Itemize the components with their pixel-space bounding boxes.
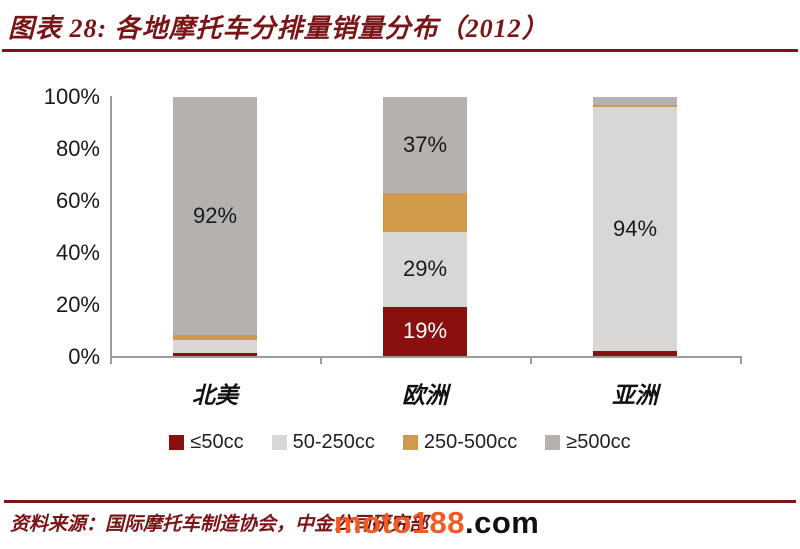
bar-segment: 94%: [593, 107, 677, 351]
legend-item: ≤50cc: [169, 431, 244, 454]
bar-segment: 19%: [383, 306, 467, 356]
bar-segment: [173, 353, 257, 356]
stacked-bar-2: 19% 29% 37%: [383, 97, 467, 356]
legend-swatch: [545, 435, 561, 450]
bar-segment-label: 92%: [192, 203, 238, 229]
footer-divider: [4, 500, 796, 503]
stacked-bar-1: 92%: [173, 97, 257, 356]
bar-segment-label: 19%: [402, 318, 448, 344]
legend-label: ≤50cc: [190, 431, 244, 453]
x-axis-tick: [320, 358, 322, 364]
legend-swatch: [271, 435, 287, 450]
title-divider: [2, 49, 798, 52]
y-axis-tick-label: 40%: [55, 240, 100, 265]
y-axis-tick-label: 100%: [43, 84, 100, 109]
bar-segment-label: 94%: [612, 216, 658, 242]
bar-segment: 37%: [383, 97, 467, 193]
y-axis-tick-label: 0%: [68, 344, 100, 369]
y-axis-line: [110, 96, 112, 358]
bar-segment-label: 37%: [402, 131, 448, 157]
bar-segment: [593, 104, 677, 108]
y-axis-tick-label: 80%: [55, 136, 100, 161]
watermark-name: moto188: [334, 505, 465, 540]
x-category-label: 亚洲: [612, 383, 658, 408]
legend-label: 250-500cc: [423, 431, 518, 453]
legend-label: ≥500cc: [566, 431, 631, 453]
x-axis-tick: [740, 358, 742, 364]
figure-title: 图表 28: 各地摩托车分排量销量分布（2012）: [8, 14, 549, 43]
x-category-label: 欧洲: [402, 383, 448, 408]
bar-segment: [173, 340, 257, 354]
bar-segment: [173, 335, 257, 341]
bar-segment: 92%: [173, 97, 257, 336]
bar-segment: [593, 97, 677, 105]
chart-legend: ≤50cc 50-250cc 250-500cc ≥500cc: [0, 431, 800, 454]
watermark-suffix: .com: [464, 505, 540, 540]
legend-swatch: [169, 435, 185, 450]
x-axis-tick: [110, 358, 112, 364]
x-axis-tick: [530, 358, 532, 364]
source-note: 资料来源：国际摩托车制造协会，中金公司研究部: [10, 514, 429, 535]
x-axis-line: [110, 356, 742, 358]
legend-item: 250-500cc: [402, 431, 518, 454]
legend-item: ≥500cc: [545, 431, 631, 454]
y-axis-tick-label: 60%: [55, 188, 100, 213]
watermark: moto188.com: [334, 505, 539, 541]
bar-segment: [593, 350, 677, 356]
bar-segment: 29%: [383, 231, 467, 307]
bar-segment-label: 29%: [402, 256, 448, 282]
legend-label: 50-250cc: [292, 431, 375, 453]
bar-segment: [383, 192, 467, 232]
legend-swatch: [402, 435, 418, 450]
y-axis-tick-label: 20%: [55, 292, 100, 317]
stacked-bar-3: 94%: [593, 97, 677, 356]
legend-item: 50-250cc: [271, 431, 375, 454]
x-category-label: 北美: [192, 383, 238, 408]
